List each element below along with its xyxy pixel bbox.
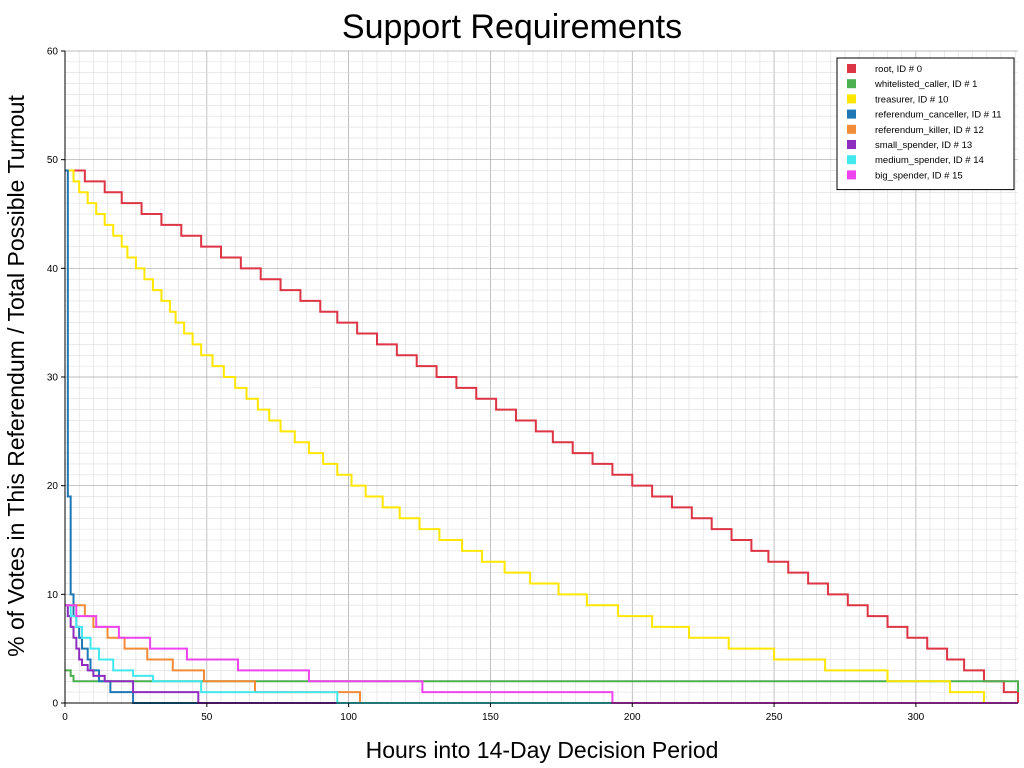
legend-label-7: big_spender, ID # 15 [875,170,963,181]
series-line-6 [65,604,1018,704]
x-tick-label: 150 [482,712,499,723]
legend: root, ID # 0 whitelisted_caller, ID # 1 tr… [836,57,1015,191]
series-line-0 [65,169,1019,703]
legend-label-3: referendum_canceller, ID # 11 [875,110,1002,121]
series-lines [65,169,1019,704]
legend-label-5: small_spender, ID # 13 [875,140,972,151]
legend-label-0: root, ID # 0 [875,64,922,75]
series-line-2 [65,169,1018,704]
legend-swatch-4 [847,124,856,134]
series-line-5 [65,604,338,704]
y-tick-label: 20 [47,481,59,492]
legend-swatch-1 [847,79,856,89]
legend-swatch-3 [847,109,856,119]
x-axis-label: Hours into 14-Day Decision Period [366,737,719,763]
legend-label-1: whitelisted_caller, ID # 1 [874,79,977,90]
y-tick-label: 0 [52,699,58,710]
legend-label-4: referendum_killer, ID # 12 [875,125,984,136]
legend-swatch-6 [847,155,856,165]
y-tick-label: 60 [47,47,59,58]
tick-labels: 0 50 100 150 200 250 300 0 10 20 30 40 50 60 [47,47,925,724]
x-tick-label: 300 [908,712,925,723]
x-tick-label: 0 [62,712,68,723]
x-tick-label: 50 [201,712,213,723]
legend-swatch-0 [847,64,856,73]
axes [61,51,1018,707]
legend-label-2: treasurer, ID # 10 [875,94,948,105]
legend-box [836,57,1015,191]
y-axis-label: % of Votes in This Referendum / Total Po… [3,95,29,657]
x-tick-label: 200 [624,712,641,723]
y-tick-label: 30 [47,373,59,384]
x-tick-label: 100 [340,712,357,723]
chart-title: Support Requirements [342,8,682,46]
legend-swatch-5 [847,140,856,149]
y-tick-label: 50 [47,155,59,166]
series-line-3 [65,169,202,704]
y-tick-label: 10 [47,590,59,601]
legend-swatch-2 [847,94,856,104]
x-tick-label: 250 [766,712,783,723]
legend-label-6: medium_spender, ID # 14 [875,155,984,166]
series-line-7 [65,604,1018,704]
y-tick-label: 40 [47,264,59,275]
legend-swatch-7 [847,170,856,180]
series-line-1 [65,669,1019,693]
